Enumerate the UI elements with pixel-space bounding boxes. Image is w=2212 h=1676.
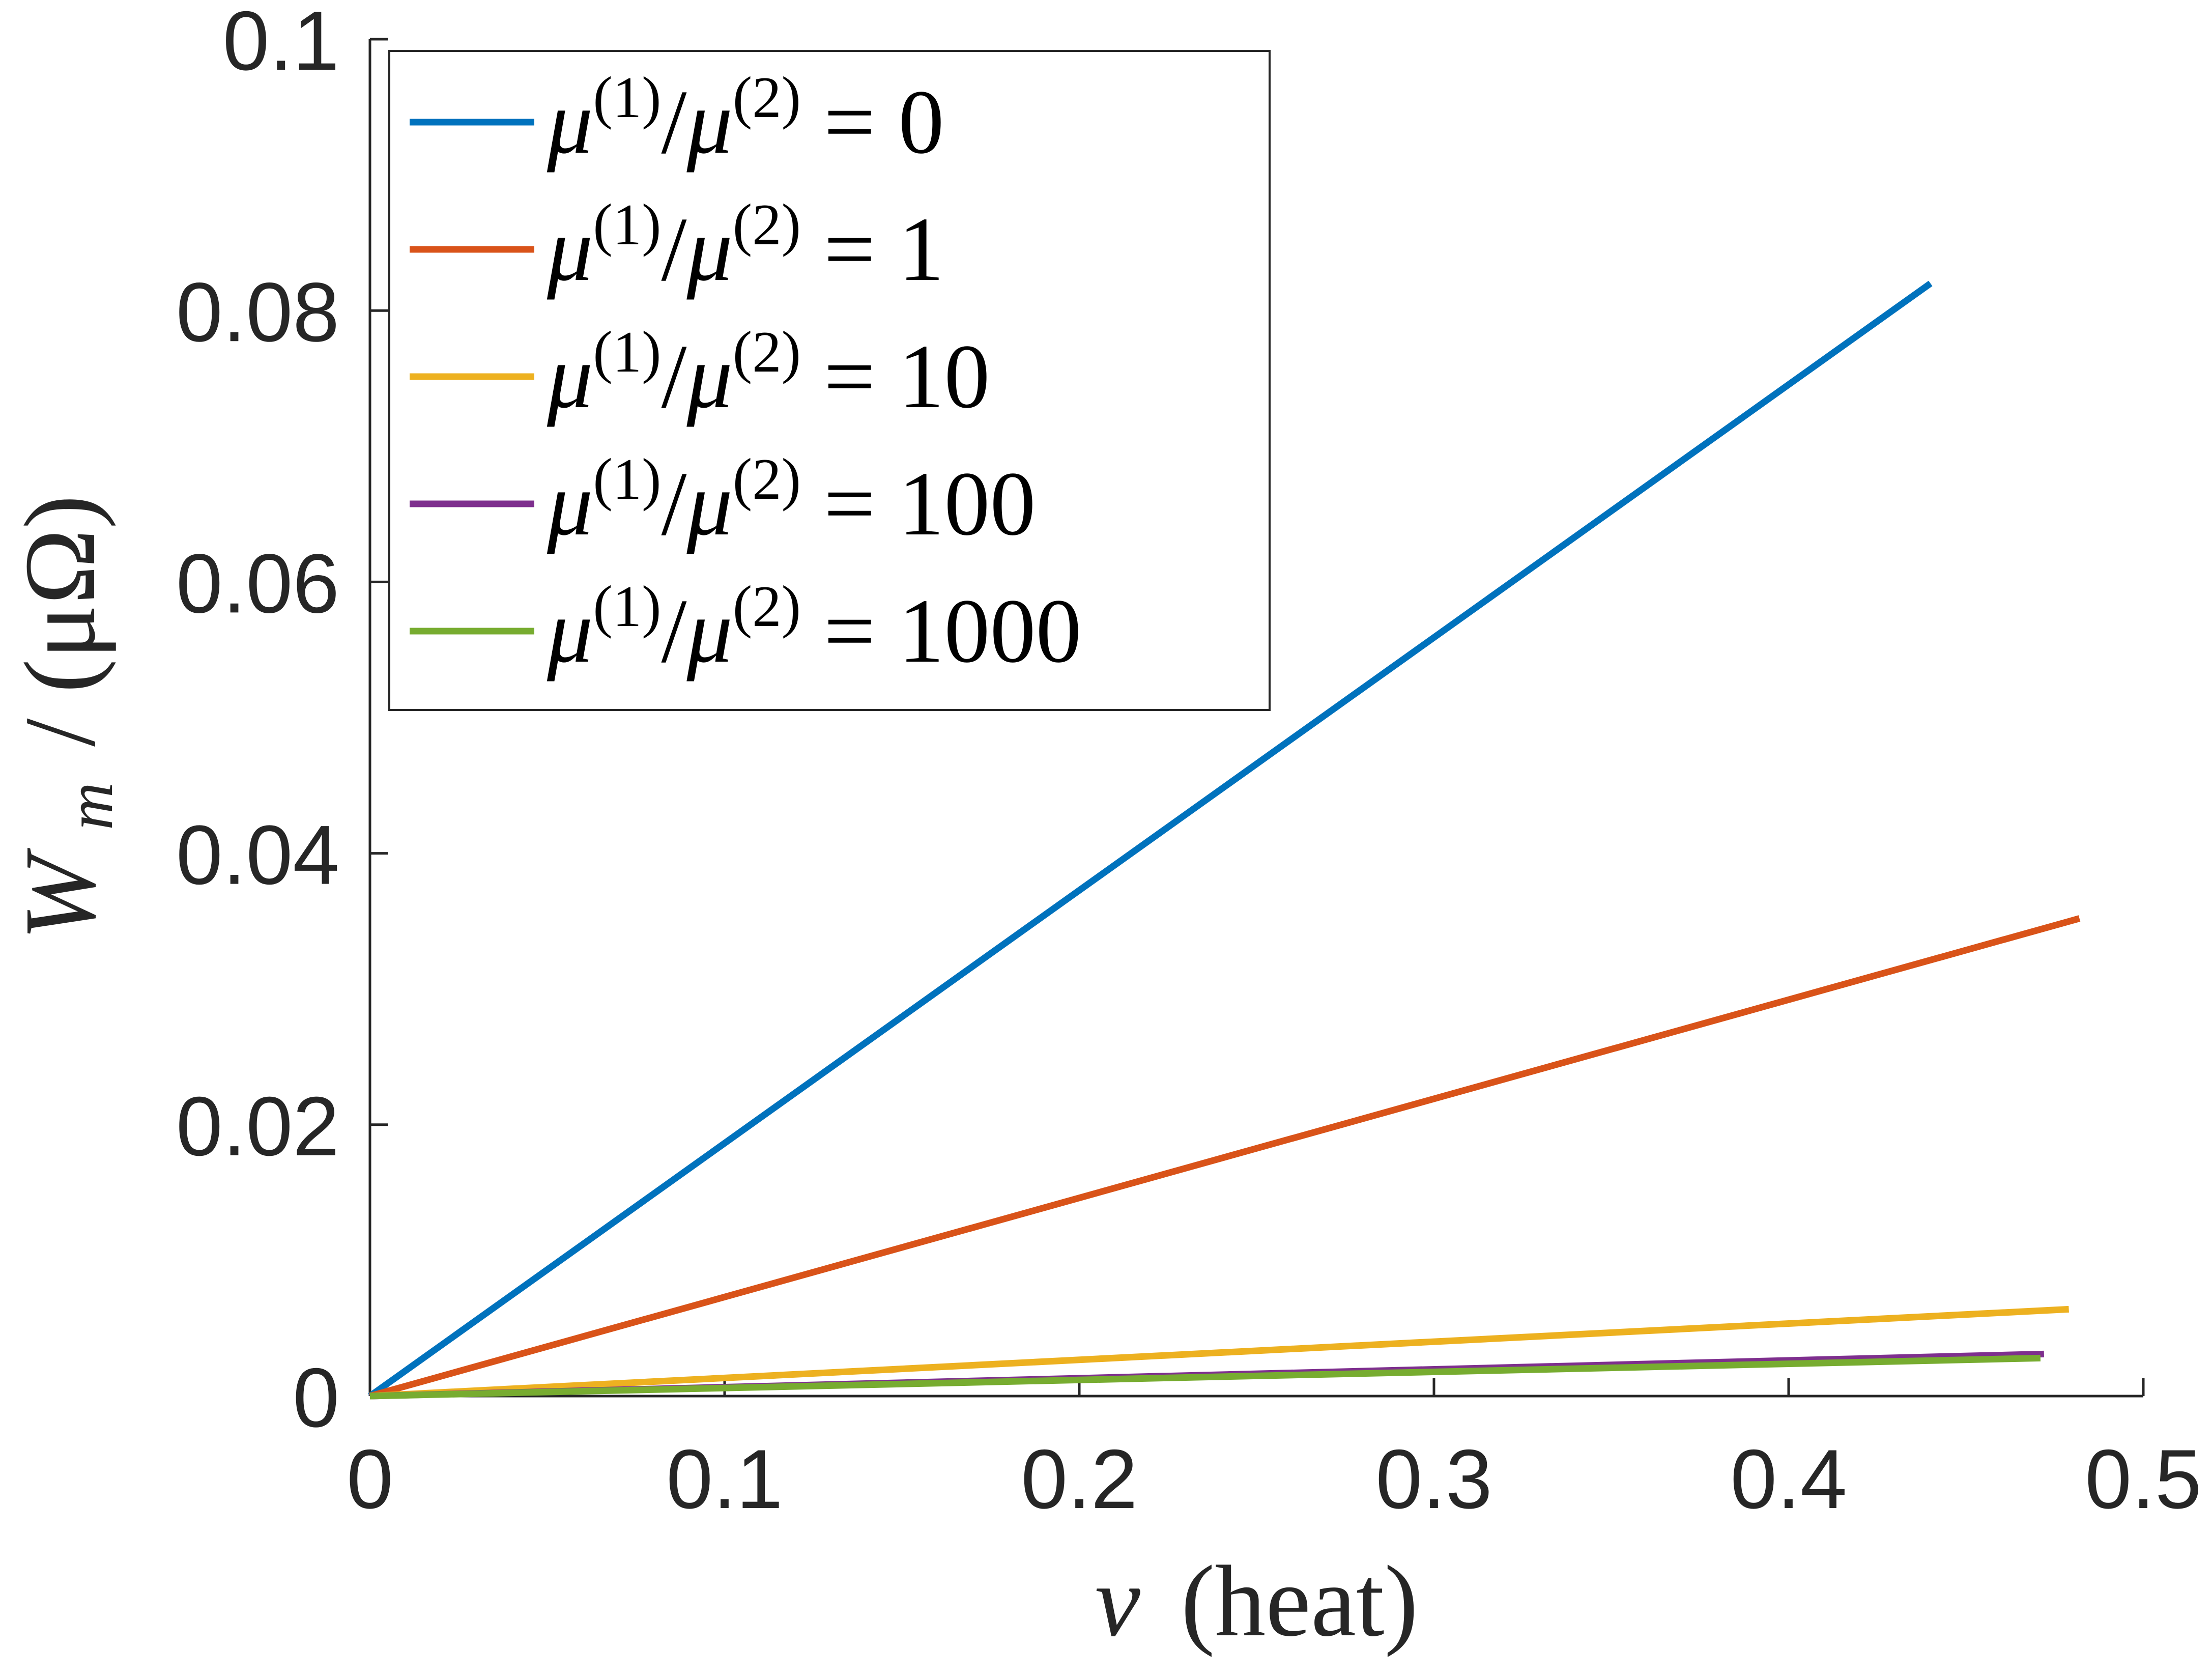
y-axis-main: W: [4, 848, 117, 941]
x-tick-label: 0: [347, 1432, 393, 1526]
series-line-0: [368, 280, 1933, 1399]
x-tick-label: 0.5: [2085, 1432, 2201, 1526]
y-tick-label: 0.02: [176, 1080, 339, 1173]
x-tick-label: 0.3: [1375, 1432, 1492, 1526]
series-line-10: [369, 1305, 2069, 1400]
x-tick-label: 0.1: [666, 1432, 783, 1526]
legend-item: μ(1)/μ(2) = 1: [410, 192, 944, 300]
legend-item: μ(1)/μ(2) = 0: [410, 65, 944, 173]
x-tick-label: 0.4: [1730, 1432, 1847, 1526]
legend-item: μ(1)/μ(2) = 10: [410, 320, 990, 427]
series-line-1: [369, 915, 2081, 1400]
legend: μ(1)/μ(2) = 0 μ(1)/μ(2) = 1 μ(1)/μ(2) = 10…: [388, 50, 1271, 711]
ticks: 0 0.1 0.2 0.3 0.4 0.5 0 0.02 0.04 0.06 0.08 0.1: [176, 0, 2202, 1526]
legend-item: μ(1)/μ(2) = 100: [410, 447, 1036, 554]
y-tick-label: 0.1: [223, 0, 339, 88]
axes: [368, 39, 2143, 1398]
legend-item: μ(1)/μ(2) = 1000: [410, 574, 1081, 681]
y-axis-rest: / (μΩ): [4, 495, 117, 747]
x-axis-var: v: [1095, 1545, 1140, 1658]
x-axis-unit: (heat): [1181, 1545, 1418, 1658]
y-tick-label: 0: [293, 1351, 339, 1444]
legend-box: [388, 50, 1271, 711]
series-lines: [368, 280, 2081, 1400]
x-axis-label: v (heat): [1095, 1545, 1418, 1658]
y-tick-label: 0.06: [176, 536, 339, 630]
legend-label: μ(1)/μ(2) = 100: [547, 447, 1036, 554]
y-axis-sub: m: [53, 782, 127, 830]
legend-label: μ(1)/μ(2) = 10: [547, 320, 990, 427]
legend-label: μ(1)/μ(2) = 0: [547, 65, 944, 173]
y-tick-label: 0.08: [176, 265, 339, 359]
series-line-1000: [369, 1354, 2041, 1400]
x-tick-label: 0.2: [1021, 1432, 1137, 1526]
legend-label: μ(1)/μ(2) = 1: [547, 192, 944, 300]
y-axis-label: W m / (μΩ): [4, 495, 134, 940]
legend-label: μ(1)/μ(2) = 1000: [547, 574, 1081, 681]
y-tick-label: 0.04: [176, 808, 339, 902]
